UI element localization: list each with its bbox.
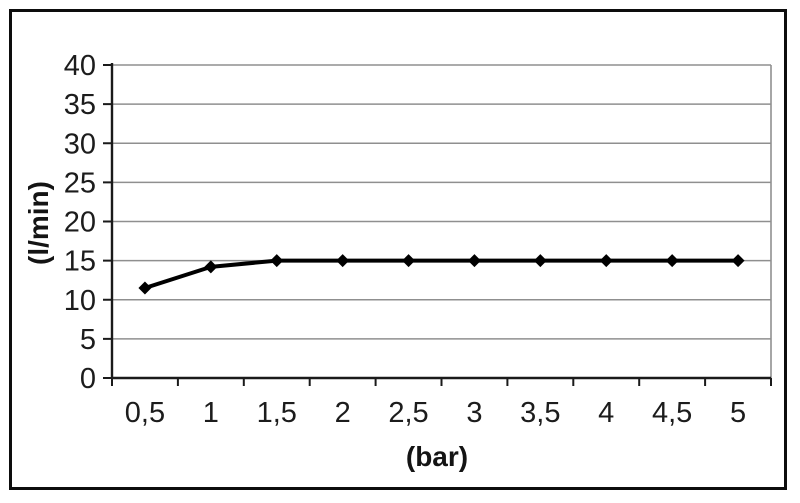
y-tick-label: 20 — [64, 207, 96, 239]
x-tick-label: 2 — [335, 397, 351, 429]
x-tick-label: 4,5 — [652, 397, 692, 429]
chart-frame — [9, 9, 787, 490]
x-tick-label: 1 — [203, 397, 219, 429]
data-point-marker — [599, 254, 613, 268]
x-tick-label: 0,5 — [125, 397, 165, 429]
y-tick-label: 40 — [64, 50, 96, 82]
data-point-marker — [336, 254, 350, 268]
y-tick-label: 10 — [64, 285, 96, 317]
data-point-marker — [270, 254, 284, 268]
y-tick-label: 35 — [64, 89, 96, 121]
x-tick-label: 1,5 — [257, 397, 297, 429]
x-tick-label: 2,5 — [388, 397, 428, 429]
x-tick-label: 3 — [466, 397, 482, 429]
x-tick-label: 3,5 — [520, 397, 560, 429]
data-point-marker — [533, 254, 547, 268]
x-axis-title: (bar) — [405, 441, 469, 472]
data-point-marker — [138, 281, 152, 295]
data-line — [142, 258, 741, 291]
data-point-marker — [402, 254, 416, 268]
y-tick-label: 0 — [80, 363, 96, 395]
x-tick-label: 4 — [598, 397, 614, 429]
y-tick-label: 30 — [64, 128, 96, 160]
y-tick-label: 25 — [64, 167, 96, 199]
data-point-marker — [731, 254, 745, 268]
data-point-marker — [665, 254, 679, 268]
y-axis-title: (l/min) — [23, 181, 54, 265]
data-point-marker — [467, 254, 481, 268]
x-tick-label: 5 — [730, 397, 746, 429]
y-tick-label: 5 — [80, 324, 96, 356]
data-point-marker — [204, 260, 218, 274]
y-tick-label: 15 — [64, 246, 96, 278]
